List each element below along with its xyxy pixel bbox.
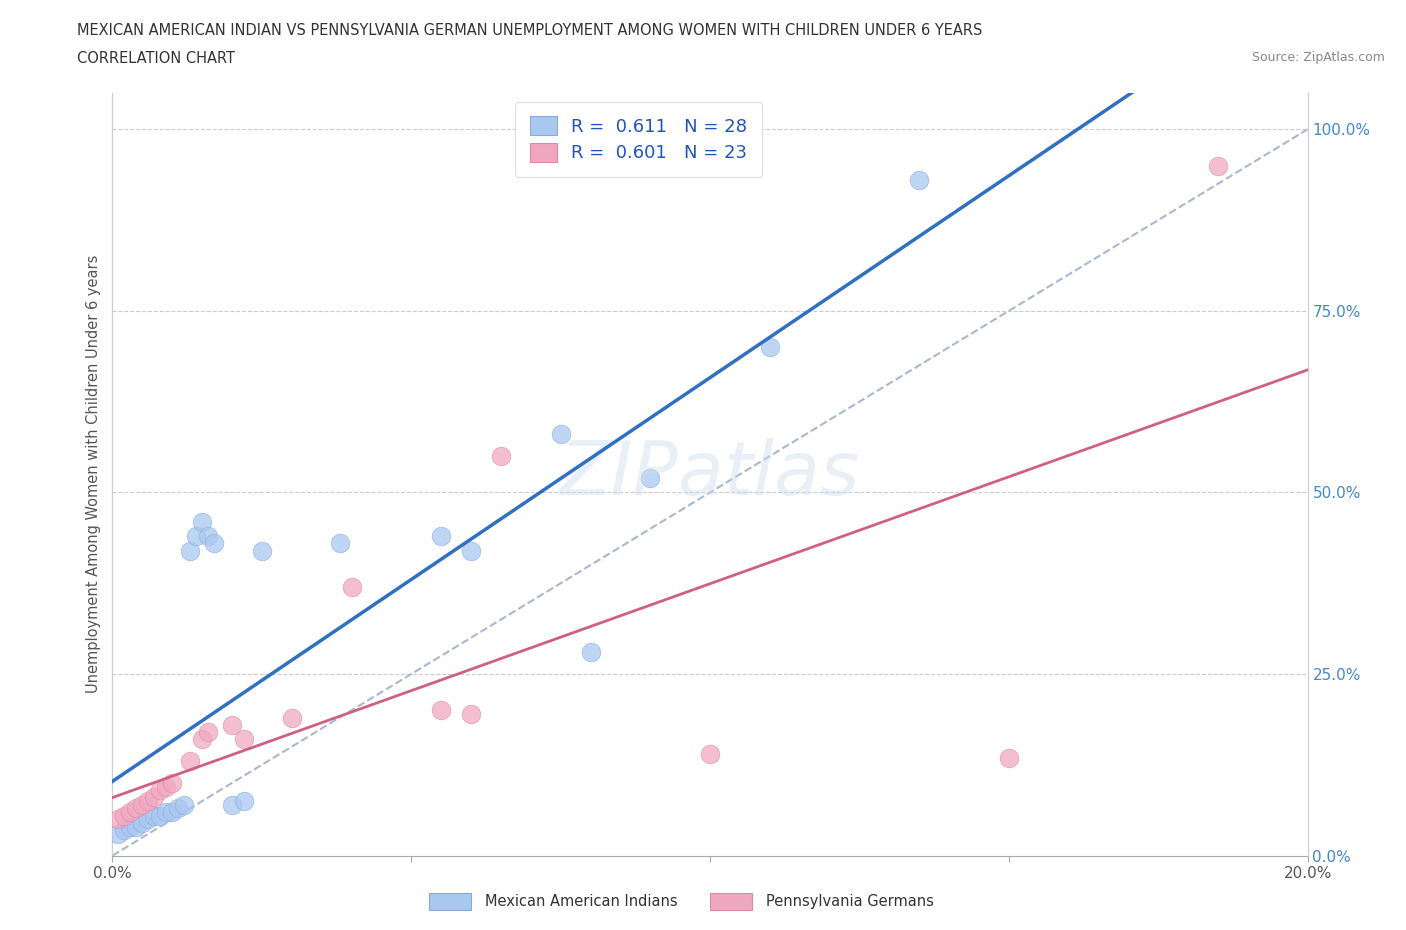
Point — [155, 804, 177, 819]
Text: ZIPatlas: ZIPatlas — [560, 438, 860, 511]
Point — [191, 514, 214, 529]
Point — [179, 543, 201, 558]
Point — [125, 819, 148, 834]
Point — [138, 793, 160, 808]
Text: MEXICAN AMERICAN INDIAN VS PENNSYLVANIA GERMAN UNEMPLOYMENT AMONG WOMEN WITH CHI: MEXICAN AMERICAN INDIAN VS PENNSYLVANIA … — [77, 23, 983, 38]
Point — [550, 427, 572, 442]
Point — [579, 644, 602, 659]
Point — [197, 724, 219, 739]
Point — [191, 732, 214, 747]
Point — [221, 797, 243, 812]
Point — [233, 732, 256, 747]
Y-axis label: Unemployment Among Women with Children Under 6 years: Unemployment Among Women with Children U… — [86, 255, 101, 694]
Point — [1206, 158, 1229, 173]
Point — [430, 703, 453, 718]
Point — [138, 812, 160, 827]
Point — [155, 779, 177, 794]
Point — [143, 790, 166, 805]
Point — [340, 579, 363, 594]
Text: Source: ZipAtlas.com: Source: ZipAtlas.com — [1251, 51, 1385, 64]
Point — [179, 753, 201, 768]
Point — [125, 801, 148, 816]
Point — [250, 543, 273, 558]
Point — [460, 543, 482, 558]
Point — [640, 471, 662, 485]
Point — [162, 804, 183, 819]
Point — [998, 751, 1021, 765]
Point — [149, 808, 172, 823]
Point — [114, 808, 135, 823]
Point — [489, 448, 512, 463]
Point — [233, 793, 256, 808]
Text: Mexican American Indians: Mexican American Indians — [485, 894, 678, 909]
Legend: R =  0.611   N = 28, R =  0.601   N = 23: R = 0.611 N = 28, R = 0.601 N = 23 — [515, 102, 762, 177]
Point — [149, 783, 172, 798]
Point — [221, 717, 243, 732]
Point — [107, 827, 129, 842]
Point — [131, 797, 153, 812]
Point — [460, 707, 482, 722]
Point — [162, 776, 183, 790]
Point — [167, 801, 190, 816]
Point — [908, 173, 931, 188]
Point — [120, 819, 142, 834]
Point — [759, 339, 782, 354]
Text: Pennsylvania Germans: Pennsylvania Germans — [766, 894, 934, 909]
Text: CORRELATION CHART: CORRELATION CHART — [77, 51, 235, 66]
Point — [143, 808, 166, 823]
Point — [120, 804, 142, 819]
Point — [114, 823, 135, 838]
Point — [329, 536, 352, 551]
Point — [202, 536, 225, 551]
Point — [430, 528, 453, 543]
Point — [699, 747, 721, 762]
Point — [186, 528, 208, 543]
Point — [173, 797, 195, 812]
Point — [131, 816, 153, 830]
Point — [197, 528, 219, 543]
Point — [107, 812, 129, 827]
Point — [281, 711, 304, 725]
